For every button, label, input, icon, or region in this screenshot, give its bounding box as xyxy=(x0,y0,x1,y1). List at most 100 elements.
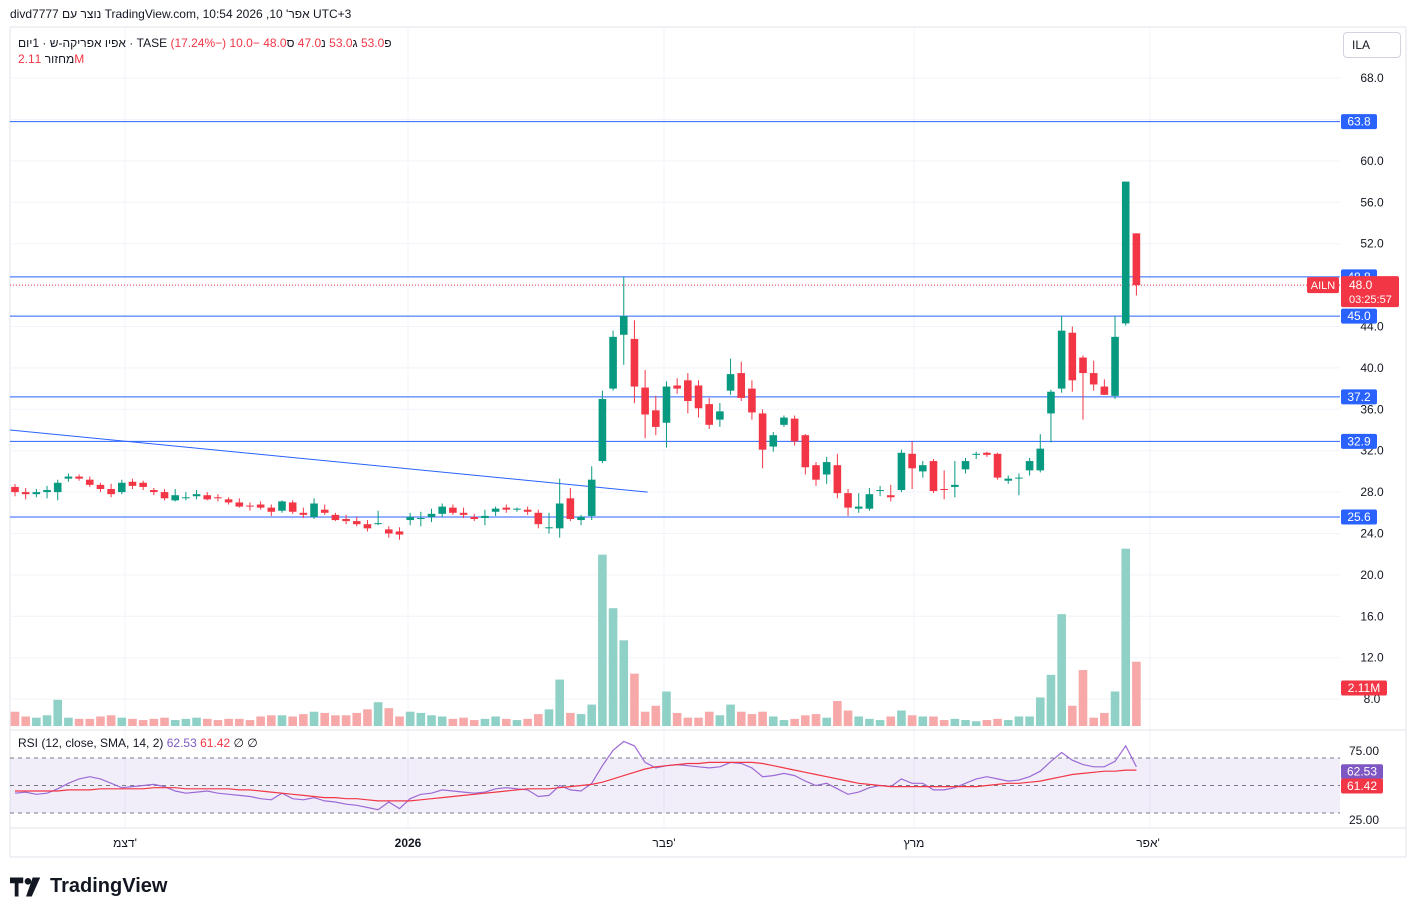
volume-bar xyxy=(790,718,799,726)
candle-body xyxy=(833,465,842,494)
x-tick-label: פבר' xyxy=(652,836,675,850)
volume-bar xyxy=(448,718,458,726)
candle-body xyxy=(502,507,511,510)
volume-bar xyxy=(395,716,404,726)
volume-bar xyxy=(822,717,831,726)
candle xyxy=(1111,316,1119,399)
candle xyxy=(32,488,41,498)
volume-bar xyxy=(320,712,330,726)
candle xyxy=(748,380,756,420)
candle xyxy=(534,509,543,529)
candle-body xyxy=(523,509,532,512)
volume-bar xyxy=(85,718,95,726)
volume-bar xyxy=(555,679,564,726)
volume-bar xyxy=(907,715,917,726)
currency-button[interactable]: ILA xyxy=(1343,32,1401,58)
rsi-legend: RSI (12, close, SMA, 14, 2) 62.53 61.42 … xyxy=(18,736,258,750)
candle-body xyxy=(395,531,404,535)
volume-bar xyxy=(234,718,244,726)
candle xyxy=(203,492,212,501)
high-value: 53.0 xyxy=(329,36,353,50)
y-tick-label: 28.0 xyxy=(1360,485,1384,499)
volume-bar xyxy=(587,704,597,726)
volume-bar xyxy=(566,712,575,726)
candle-body xyxy=(192,494,201,497)
volume-bar xyxy=(886,716,896,726)
volume-bar xyxy=(32,717,41,726)
volume-bar xyxy=(74,718,84,726)
candle xyxy=(1047,389,1055,443)
candle xyxy=(85,476,94,487)
candle xyxy=(801,434,810,475)
volume-bar xyxy=(736,711,746,726)
y-tick-label: 36.0 xyxy=(1360,402,1384,416)
volume-bar xyxy=(651,705,661,726)
ticker-tag-bg xyxy=(1307,277,1339,294)
candle xyxy=(43,485,51,499)
candle-body xyxy=(374,523,382,525)
candle-body xyxy=(566,498,575,520)
candle-body xyxy=(1057,330,1066,389)
candle xyxy=(75,474,83,481)
rsi-label[interactable]: RSI (12, close, SMA, 14, 2) xyxy=(18,736,164,750)
volume-bar xyxy=(715,715,725,726)
rsi-tick-label: 25.00 xyxy=(1349,813,1379,827)
volume-bar xyxy=(501,718,511,726)
candle xyxy=(758,409,767,469)
candle xyxy=(1068,326,1077,392)
candle-body xyxy=(876,490,884,492)
rsi-extra-2: ∅ xyxy=(247,736,258,750)
candle-body xyxy=(1015,477,1023,479)
volume-bar xyxy=(982,720,992,726)
candle xyxy=(374,510,382,526)
candle-body xyxy=(865,494,874,509)
candle-body xyxy=(203,495,212,500)
candle-body xyxy=(769,435,778,447)
volume-bar xyxy=(1046,674,1056,726)
candle-body xyxy=(128,481,137,486)
low-label: נ xyxy=(321,36,326,50)
volume-bar xyxy=(726,704,735,726)
candle xyxy=(1079,355,1087,420)
volume-bar xyxy=(801,715,810,726)
candle xyxy=(1036,434,1045,473)
candle xyxy=(684,373,692,414)
volume-bar xyxy=(779,720,789,726)
symbol-name[interactable]: אפיו אפריקה-ש · 1יום · TASE xyxy=(18,36,168,50)
candle xyxy=(139,480,147,491)
volume-bar xyxy=(64,717,73,726)
candle-body xyxy=(64,476,73,479)
candle xyxy=(577,514,585,526)
candle xyxy=(780,415,788,427)
candle xyxy=(331,512,340,522)
volume-bar xyxy=(416,712,426,726)
candle-body xyxy=(53,482,62,493)
candle xyxy=(652,395,660,436)
candle xyxy=(673,378,681,394)
volume-bar xyxy=(459,717,468,726)
candle-body xyxy=(662,386,671,423)
tradingview-logo[interactable]: TradingView xyxy=(10,875,167,898)
candle xyxy=(641,369,649,439)
volume-bar xyxy=(512,720,522,726)
volume-bar xyxy=(373,702,383,726)
candle xyxy=(972,451,980,459)
volume-bar xyxy=(1110,691,1120,726)
candle-body xyxy=(310,503,318,517)
volume-bar xyxy=(96,716,105,726)
candle xyxy=(555,478,564,538)
candle-body xyxy=(352,521,361,525)
price-level-badge-bg xyxy=(1341,308,1377,324)
rsi-ma-badge-bg xyxy=(1341,778,1383,794)
price-level-badge: 25.6 xyxy=(1341,509,1377,525)
volume-bar xyxy=(662,691,671,726)
candle xyxy=(171,488,179,502)
candle-body xyxy=(43,490,51,493)
candle-body xyxy=(748,388,756,413)
volume-bar xyxy=(523,718,532,726)
candle xyxy=(96,482,105,493)
volume-bar xyxy=(1100,712,1109,726)
trendline xyxy=(9,429,648,493)
candle-body xyxy=(844,493,852,508)
